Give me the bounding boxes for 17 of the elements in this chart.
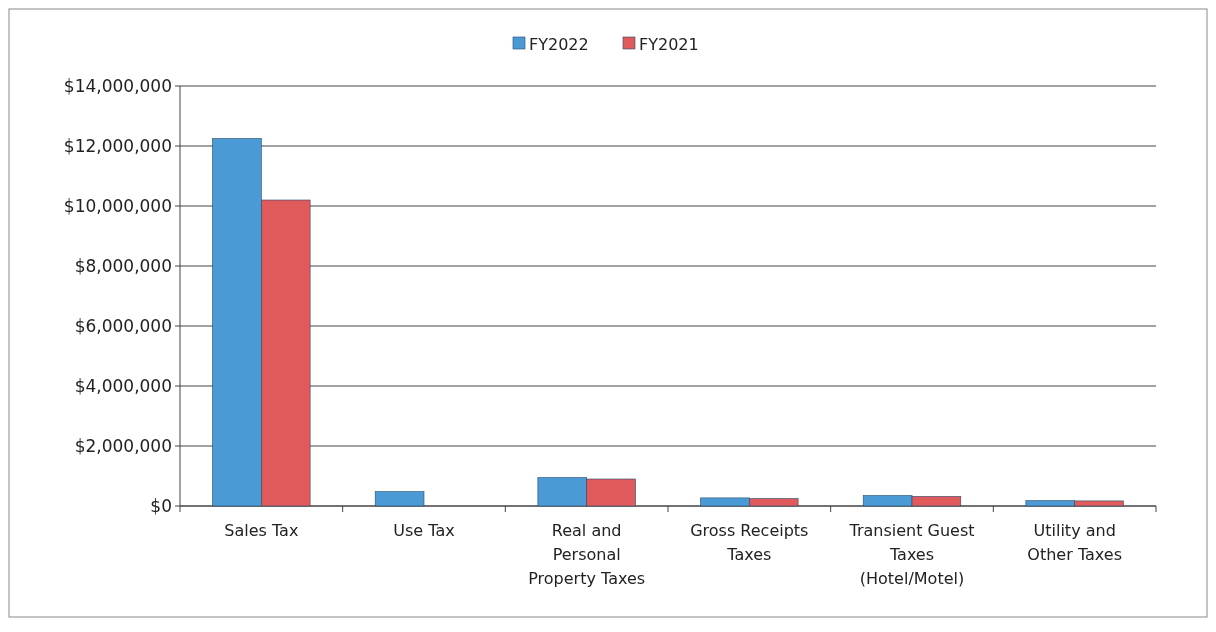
bar — [374, 491, 425, 507]
x-tick-label: Use Tax — [393, 521, 455, 540]
y-tick-label: $4,000,000 — [74, 375, 172, 396]
y-tick-label: $0 — [150, 495, 172, 516]
x-tick-label: Gross Receipts Taxes — [690, 521, 809, 564]
legend-label: FY2021 — [639, 34, 699, 54]
legend-label: FY2022 — [529, 34, 589, 54]
x-tick-label: Real and Personal Property Taxes — [528, 521, 646, 588]
y-tick-label: $14,000,000 — [63, 75, 172, 96]
y-tick-label: $12,000,000 — [63, 135, 172, 156]
y-tick-label: $2,000,000 — [74, 435, 172, 456]
x-tick-label: Utility and Other Taxes — [1027, 521, 1122, 564]
y-tick-label: $10,000,000 — [63, 195, 172, 216]
x-tick-label: Transient Guest Taxes (Hotel/Motel) — [848, 521, 975, 588]
x-tick-label: Sales Tax — [224, 521, 299, 540]
y-tick-label: $6,000,000 — [74, 315, 172, 336]
y-tick-label: $8,000,000 — [74, 255, 172, 276]
